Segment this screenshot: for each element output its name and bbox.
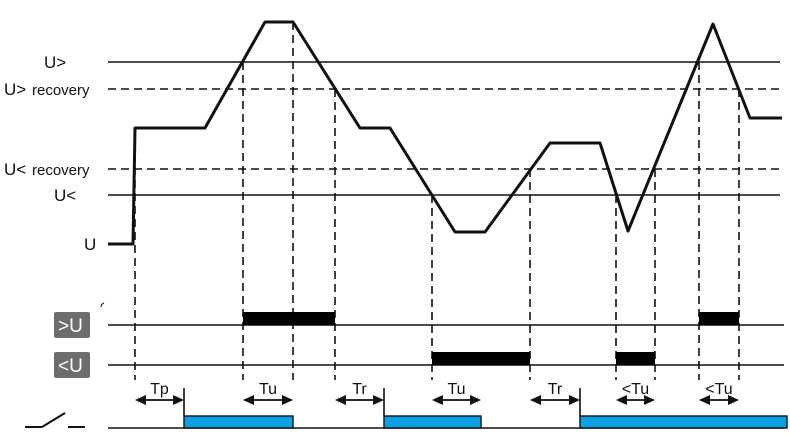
arrow-right-icon — [282, 395, 293, 405]
label-u-under: U< — [54, 186, 76, 205]
label-u-over-recovery-sym: U> — [4, 80, 26, 99]
arrow-left-icon — [335, 395, 346, 405]
timing-label: <Tu — [622, 381, 649, 398]
relay-on-bar — [183, 415, 294, 429]
tag-over-voltage: >U — [58, 316, 83, 337]
switch-contact-icon — [25, 412, 85, 428]
output-active-bar — [616, 352, 655, 365]
arrow-right-icon — [569, 395, 580, 405]
arrow-left-icon — [699, 395, 710, 405]
label-u-over: U> — [44, 53, 66, 72]
relay-on-bar — [579, 415, 788, 429]
timing-label: Tu — [447, 381, 465, 398]
arrow-right-icon — [373, 395, 384, 405]
tag-over-voltage-bg — [54, 312, 90, 338]
output-active-bar — [699, 312, 739, 325]
timing-label: Tr — [352, 381, 367, 398]
label-u-under-recovery-word: recovery — [32, 162, 90, 179]
voltage-waveform — [108, 20, 782, 246]
label-u-over-recovery-word: recovery — [32, 82, 90, 99]
arrow-left-icon — [530, 395, 541, 405]
timing-label: Tr — [548, 381, 563, 398]
output-active-bar — [243, 312, 335, 325]
arrow-right-icon — [470, 395, 481, 405]
arrow-left-icon — [432, 395, 443, 405]
relay-on-bar — [383, 415, 482, 429]
tag-under-voltage-bg — [54, 352, 90, 378]
arrow-right-icon — [644, 395, 655, 405]
label-u: U — [84, 235, 96, 254]
arrow-left-icon — [616, 395, 627, 405]
tag-under-voltage: <U — [58, 356, 83, 377]
arrow-right-icon — [728, 395, 739, 405]
timing-label: <Tu — [705, 381, 732, 398]
timing-label: Tu — [259, 381, 277, 398]
output-active-bar — [432, 352, 530, 365]
tick-mark — [100, 302, 105, 308]
arrow-left-icon — [243, 395, 254, 405]
arrow-left-icon — [135, 395, 146, 405]
arrow-right-icon — [173, 395, 184, 405]
label-u-under-recovery-sym: U< — [4, 160, 26, 179]
timing-label: Tp — [150, 381, 169, 398]
